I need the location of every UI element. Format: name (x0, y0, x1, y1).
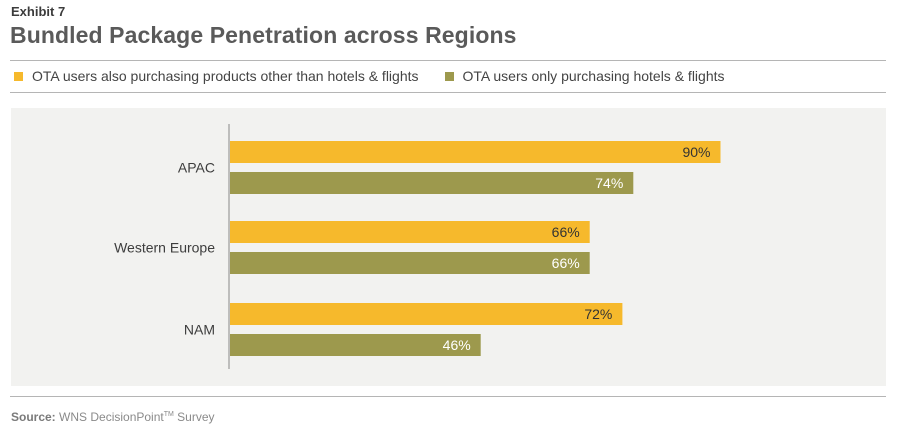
bar-series-1 (230, 303, 623, 325)
legend-swatch-series-1 (14, 71, 23, 81)
bar-value-label: 74% (595, 175, 623, 191)
source-note: Source: WNS DecisionPointTM Survey (11, 410, 215, 424)
bar-series-1 (230, 221, 590, 243)
exhibit-label: Exhibit 7 (11, 4, 66, 19)
bar-series-2 (230, 252, 590, 274)
legend-swatch-series-2 (444, 71, 454, 81)
category-label: APAC (178, 160, 215, 176)
legend-label-series-2: OTA users only purchasing hotels & fligh… (462, 68, 725, 84)
bar-value-label: 90% (682, 144, 710, 160)
category-label: NAM (184, 322, 215, 338)
legend-label-series-1: OTA users also purchasing products other… (32, 68, 419, 84)
legend: OTA users also purchasing products other… (14, 68, 751, 84)
top-divider (10, 60, 886, 61)
bar-value-label: 66% (552, 255, 580, 271)
bar-series-1 (230, 141, 721, 163)
source-text: WNS DecisionPoint (59, 410, 164, 424)
source-suffix: Survey (173, 410, 215, 424)
bar-series-2 (230, 172, 634, 194)
legend-item-series-1: OTA users also purchasing products other… (14, 68, 419, 84)
source-label: Source: (11, 410, 56, 424)
bar-value-label: 72% (584, 306, 612, 322)
legend-divider (10, 92, 886, 93)
trademark-mark: TM (163, 411, 174, 418)
chart-title: Bundled Package Penetration across Regio… (10, 22, 517, 48)
bar-series-2 (230, 334, 481, 356)
bottom-divider (10, 396, 886, 397)
bar-value-label: 46% (443, 337, 471, 353)
bar-value-label: 66% (552, 224, 580, 240)
legend-item-series-2: OTA users only purchasing hotels & fligh… (444, 68, 725, 84)
category-label: Western Europe (114, 240, 215, 256)
